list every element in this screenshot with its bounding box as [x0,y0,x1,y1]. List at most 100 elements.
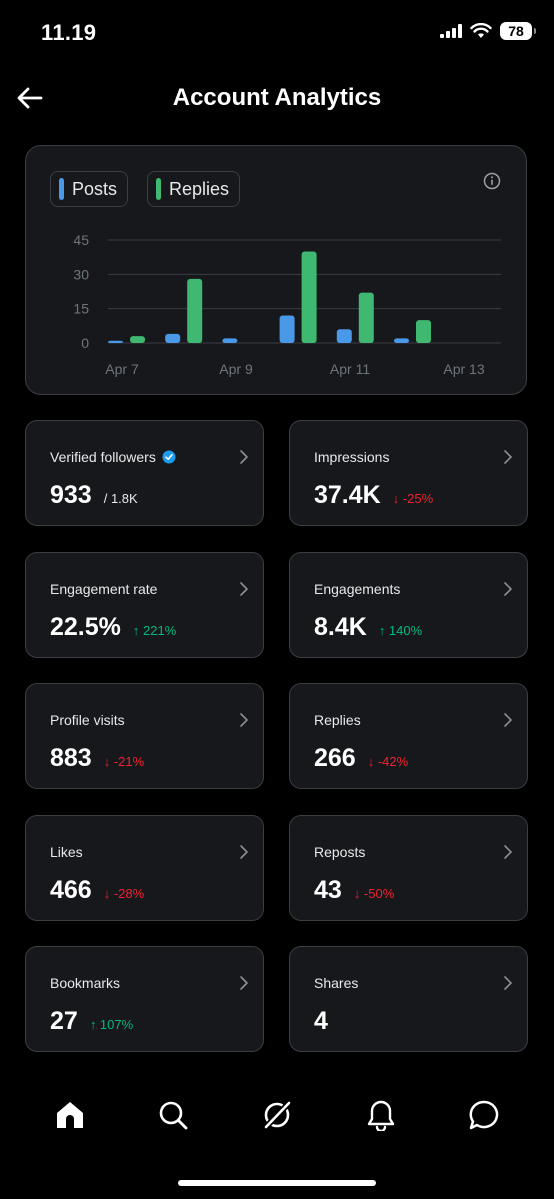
stat-label-text: Profile visits [50,712,125,728]
x-tick-label: Apr 13 [443,361,484,377]
stat-label-text: Impressions [314,449,390,465]
legend-posts-label: Posts [72,178,118,199]
x-tick-label: Apr 7 [105,361,139,377]
stat-change: ↑ 140% [378,623,423,638]
replies-bar[interactable] [130,336,145,343]
stat-card-impressions[interactable]: Impressions 37.4K ↓ -25% [289,420,528,526]
stat-value: 933 [50,481,92,509]
chevron-right-icon [504,976,512,990]
stat-label: Replies [314,712,361,728]
stat-value: 27 [50,1007,78,1035]
stat-value: 8.4K [314,613,367,641]
status-time: 11.19 [41,20,97,45]
stat-value: 466 [50,876,92,904]
stat-card-engagement-rate[interactable]: Engagement rate 22.5% ↑ 221% [25,552,264,658]
replies-swatch [156,178,161,200]
analytics-chart-card: Posts Replies 0 15 30 45 Apr 7 Apr 9 Apr 11 Apr… [25,145,527,395]
back-button[interactable] [14,82,46,114]
x-tick-label: Apr 11 [330,361,370,377]
y-tick-label: 45 [73,232,89,248]
chevron-right-icon [504,450,512,464]
nav-messages[interactable] [456,1087,512,1143]
stat-change: ↓ -21% [103,754,145,769]
stat-label-text: Shares [314,975,359,991]
stat-label-text: Engagements [314,581,401,597]
stat-card-profile-visits[interactable]: Profile visits 883 ↓ -21% [25,683,264,789]
stat-card-shares[interactable]: Shares 4 [289,946,528,1052]
stat-value-row: 4 [314,1007,328,1036]
stat-change: ↑ 107% [89,1017,134,1032]
posts-bar[interactable] [165,333,181,343]
bottom-navigation [0,1085,554,1145]
stat-label-text: Bookmarks [50,975,121,991]
stat-change: ↓ -28% [103,886,145,901]
stat-card-reposts[interactable]: Reposts 43 ↓ -50% [289,815,528,921]
stat-value-row: 883 ↓ -21% [50,744,144,773]
replies-bar[interactable] [187,278,203,343]
stat-card-replies[interactable]: Replies 266 ↓ -42% [289,683,528,789]
stat-value-row: 8.4K ↑ 140% [314,613,422,642]
battery-level: 78 [508,23,524,39]
stat-label: Engagement rate [50,581,157,597]
bell-icon [367,1100,394,1131]
stat-change: ↓ -42% [367,754,409,769]
stat-label: Impressions [314,449,389,465]
posts-bar[interactable] [108,340,123,343]
posts-bar[interactable] [394,338,409,343]
stat-label: Profile visits [50,712,125,728]
stat-label: Bookmarks [50,975,120,991]
stat-change: ↓ -50% [353,886,395,901]
stat-label: Verified followers [50,449,176,465]
legend-replies-label: Replies [169,178,230,199]
chevron-right-icon [240,713,248,727]
chevron-right-icon [240,976,248,990]
replies-bar[interactable] [358,292,374,343]
legend-replies[interactable]: Replies [147,171,241,207]
nav-notifications[interactable] [353,1087,409,1143]
stat-value: 22.5% [50,613,121,641]
stat-total: / 1.8K [103,491,138,506]
replies-bar[interactable] [301,251,317,343]
y-tick-label: 15 [73,301,89,317]
home-icon [56,1102,83,1128]
posts-swatch [59,178,64,200]
stat-label: Reposts [314,844,365,860]
replies-bar[interactable] [416,320,431,343]
stat-card-engagements[interactable]: Engagements 8.4K ↑ 140% [289,552,528,658]
posts-bar[interactable] [279,315,295,343]
cellular-signal-icon [440,24,462,38]
posts-bar[interactable] [336,329,352,343]
grok-icon [262,1099,293,1131]
nav-grok[interactable] [249,1087,305,1143]
stat-value: 37.4K [314,481,381,509]
stat-label-text: Reposts [314,844,366,860]
chevron-right-icon [504,845,512,859]
nav-home[interactable] [42,1087,98,1143]
posts-bar[interactable] [222,338,238,343]
stat-card-likes[interactable]: Likes 466 ↓ -28% [25,815,264,921]
bar-chart: 0 15 30 45 Apr 7 Apr 9 Apr 11 Apr 13 [73,232,501,377]
verified-badge-icon [162,450,176,464]
y-tick-label: 0 [81,335,89,351]
home-indicator [178,1180,376,1186]
stat-value-row: 933 / 1.8K [50,481,138,510]
arrow-left-icon [17,87,43,109]
stat-value-row: 37.4K ↓ -25% [314,481,433,510]
chevron-right-icon [240,845,248,859]
nav-search[interactable] [145,1087,201,1143]
stat-label: Engagements [314,581,400,597]
stat-label-text: Likes [50,844,83,860]
stat-value-row: 266 ↓ -42% [314,744,408,773]
stat-value: 43 [314,876,342,904]
stat-label-text: Engagement rate [50,581,158,597]
stat-card-bookmarks[interactable]: Bookmarks 27 ↑ 107% [25,946,264,1052]
stat-value: 266 [314,744,356,772]
page-title: Account Analytics [172,84,382,111]
stat-value: 4 [314,1007,328,1035]
x-tick-label: Apr 9 [219,361,253,377]
legend-posts[interactable]: Posts [50,171,129,207]
search-icon [160,1101,188,1130]
info-icon[interactable] [483,172,501,190]
stat-value-row: 43 ↓ -50% [314,876,394,905]
stat-card-verified-followers[interactable]: Verified followers 933 / 1.8K [25,420,264,526]
